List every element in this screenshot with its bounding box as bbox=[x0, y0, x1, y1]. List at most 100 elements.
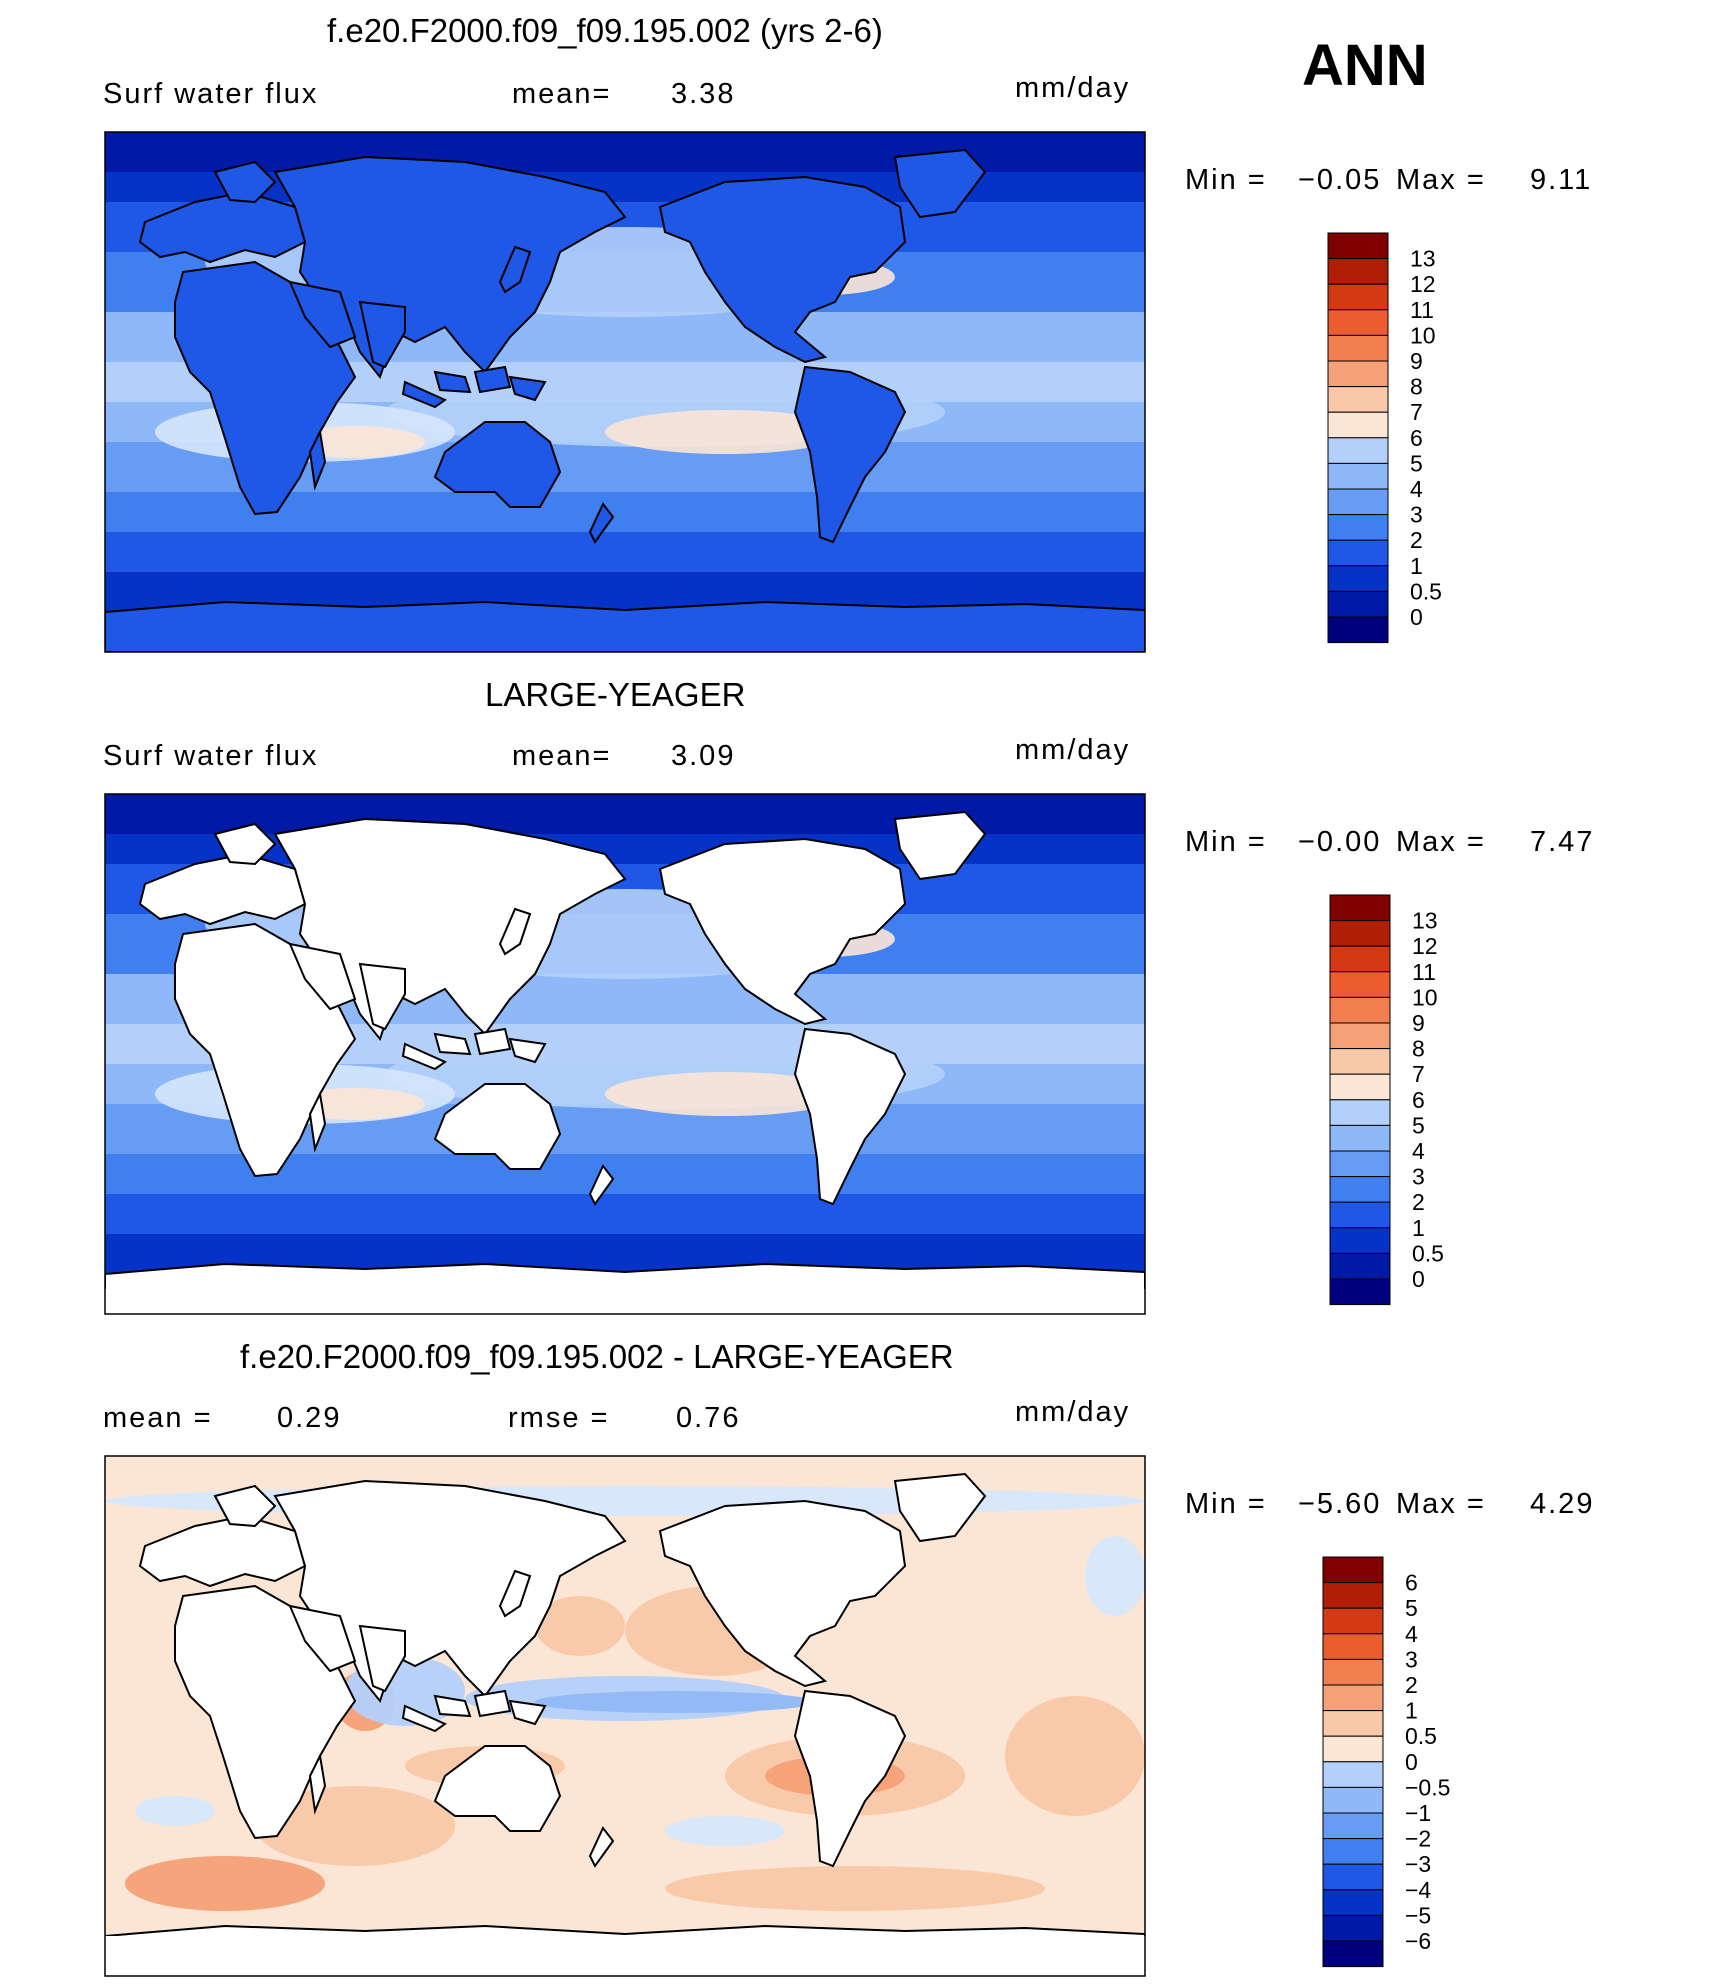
colorbar-tick-label: 6 bbox=[1405, 1570, 1418, 1596]
panel1-units: mm/day bbox=[1015, 72, 1131, 104]
colorbar-box bbox=[1329, 1022, 1391, 1050]
colorbar-tick-label: 13 bbox=[1410, 246, 1436, 272]
colorbar-tick-label: −3 bbox=[1405, 1851, 1431, 1877]
season-label: ANN bbox=[1302, 33, 1428, 98]
panel3-max-value: 4.29 bbox=[1530, 1488, 1595, 1520]
panel2-mean-label: mean= bbox=[512, 740, 612, 772]
colorbar-box bbox=[1322, 1684, 1384, 1712]
colorbar-box bbox=[1327, 411, 1389, 439]
panel1-min-value: −0.05 bbox=[1298, 164, 1382, 196]
panel1-min-label: Min = bbox=[1185, 164, 1267, 196]
panel1-variable: Surf water flux bbox=[103, 78, 319, 110]
colorbar-box bbox=[1322, 1863, 1384, 1891]
panel3-units: mm/day bbox=[1015, 1396, 1131, 1428]
colorbar-tick-label: 9 bbox=[1412, 1010, 1425, 1036]
colorbar-box bbox=[1322, 1940, 1384, 1968]
colorbar-box bbox=[1322, 1889, 1384, 1916]
colorbar-tick-label: 1 bbox=[1412, 1215, 1425, 1241]
colorbar-tick-label: 5 bbox=[1412, 1112, 1425, 1138]
panel3-rmse-value: 0.76 bbox=[676, 1402, 741, 1434]
colorbar-tick-label: 10 bbox=[1410, 322, 1436, 348]
panel3-max-label: Max = bbox=[1396, 1488, 1486, 1520]
colorbar-tick-label: 1 bbox=[1410, 553, 1423, 579]
colorbar-tick-label: 3 bbox=[1412, 1164, 1425, 1190]
colorbar-box bbox=[1322, 1838, 1384, 1865]
panel2-min-value: −0.00 bbox=[1298, 826, 1382, 858]
colorbar-box bbox=[1327, 283, 1389, 311]
colorbar-box bbox=[1327, 386, 1389, 413]
colorbar-tick-label: 2 bbox=[1410, 527, 1423, 553]
colorbar-tick-label: 12 bbox=[1412, 933, 1438, 959]
map-observations bbox=[104, 793, 1146, 1315]
colorbar-box bbox=[1329, 1227, 1391, 1254]
colorbar-tick-label: 0 bbox=[1410, 604, 1423, 630]
panel3-rmse-label: rmse = bbox=[508, 1402, 610, 1434]
colorbar-tick-label: −0.5 bbox=[1405, 1774, 1450, 1800]
colorbar-tick-label: 9 bbox=[1410, 348, 1423, 374]
panel2-units: mm/day bbox=[1015, 734, 1131, 766]
colorbar-box bbox=[1322, 1633, 1384, 1660]
colorbar-tick-label: 10 bbox=[1412, 984, 1438, 1010]
colorbar-box bbox=[1327, 514, 1389, 541]
colorbar-tick-label: 8 bbox=[1410, 374, 1423, 400]
colorbar-box bbox=[1322, 1607, 1384, 1635]
panel3-title: f.e20.F2000.f09_f09.195.002 - LARGE-YEAG… bbox=[240, 1338, 954, 1375]
colorbar-box bbox=[1329, 945, 1391, 973]
colorbar-box bbox=[1329, 1099, 1391, 1126]
colorbar-box bbox=[1327, 437, 1389, 464]
colorbar-box bbox=[1322, 1658, 1384, 1686]
colorbar-tick-label: 0.5 bbox=[1410, 578, 1442, 604]
panel2-min-label: Min = bbox=[1185, 826, 1267, 858]
colorbar-box bbox=[1327, 539, 1389, 567]
colorbar-box bbox=[1329, 1124, 1391, 1152]
colorbar-box bbox=[1329, 1278, 1391, 1306]
panel3-mean-label: mean = bbox=[103, 1402, 213, 1434]
colorbar-box bbox=[1322, 1735, 1384, 1763]
colorbar-tick-label: 5 bbox=[1410, 450, 1423, 476]
colorbar-box bbox=[1327, 309, 1389, 336]
panel3-min-value: −5.60 bbox=[1298, 1488, 1382, 1520]
colorbar-box bbox=[1329, 1150, 1391, 1178]
colorbar-box bbox=[1329, 1048, 1391, 1075]
colorbar-box bbox=[1322, 1914, 1384, 1942]
panel1-max-value: 9.11 bbox=[1530, 164, 1593, 196]
colorbar-box bbox=[1322, 1710, 1384, 1737]
colorbar-tick-label: 3 bbox=[1405, 1646, 1418, 1672]
colorbar-box bbox=[1327, 258, 1389, 285]
colorbar-box bbox=[1322, 1786, 1384, 1814]
colorbar-tick-label: 2 bbox=[1412, 1189, 1425, 1215]
panel2-mean-value: 3.09 bbox=[671, 740, 736, 772]
panel1-title: f.e20.F2000.f09_f09.195.002 (yrs 2-6) bbox=[327, 12, 883, 49]
colorbar-box bbox=[1329, 996, 1391, 1024]
panel2-max-value: 7.47 bbox=[1530, 826, 1595, 858]
colorbar-box bbox=[1327, 488, 1389, 516]
colorbar-box bbox=[1329, 1201, 1391, 1229]
colorbar-box bbox=[1327, 590, 1389, 618]
panel2-variable: Surf water flux bbox=[103, 740, 319, 772]
panel2-max-label: Max = bbox=[1396, 826, 1486, 858]
colorbar-box bbox=[1327, 616, 1389, 644]
colorbar-box bbox=[1327, 232, 1389, 260]
panel1-mean-value: 3.38 bbox=[671, 78, 736, 110]
colorbar-tick-label: −2 bbox=[1405, 1826, 1431, 1852]
colorbar-box bbox=[1327, 360, 1389, 388]
colorbar-tick-label: 12 bbox=[1410, 271, 1436, 297]
colorbar-tick-label: 4 bbox=[1405, 1621, 1418, 1647]
colorbar-tick-label: 0.5 bbox=[1412, 1240, 1444, 1266]
colorbar-tick-label: 0 bbox=[1405, 1749, 1418, 1775]
map-difference bbox=[104, 1455, 1146, 1977]
colorbar-box bbox=[1329, 1252, 1391, 1280]
colorbar-tick-label: −1 bbox=[1405, 1800, 1431, 1826]
colorbar-tick-label: 2 bbox=[1405, 1672, 1418, 1698]
colorbar-box bbox=[1322, 1582, 1384, 1609]
colorbar-tick-label: 3 bbox=[1410, 502, 1423, 528]
colorbar-box bbox=[1322, 1556, 1384, 1584]
panel1-max-label: Max = bbox=[1396, 164, 1486, 196]
colorbar-tick-label: 7 bbox=[1410, 399, 1423, 425]
colorbar-tick-label: 5 bbox=[1405, 1595, 1418, 1621]
colorbar-box bbox=[1327, 462, 1389, 490]
